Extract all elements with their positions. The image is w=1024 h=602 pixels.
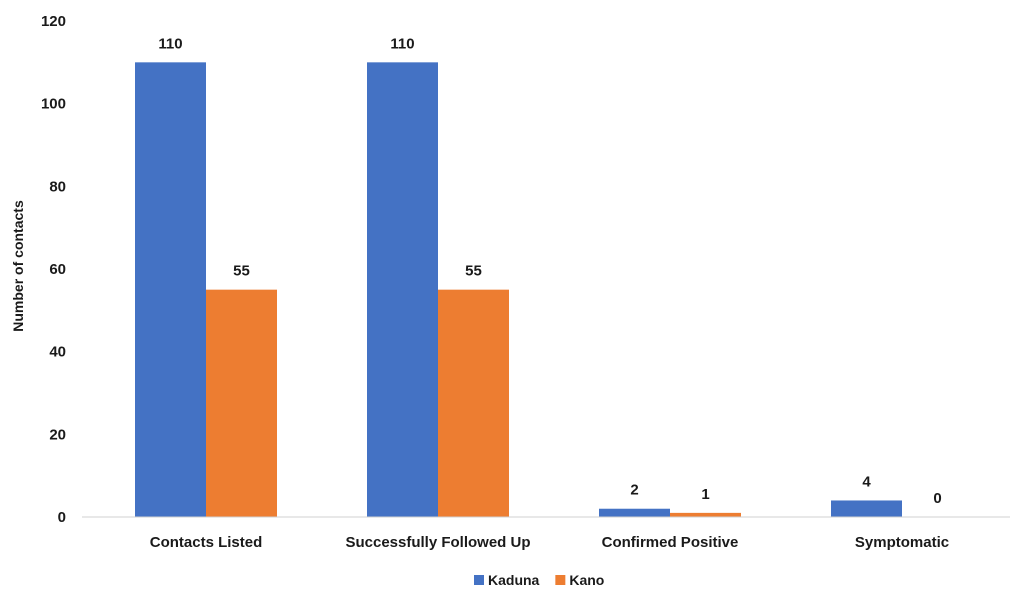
y-tick-label: 60 — [49, 261, 66, 278]
legend-label-kano: Kano — [569, 572, 604, 588]
data-label-kano-0: 55 — [233, 263, 250, 280]
data-label-kaduna-0: 110 — [158, 35, 182, 52]
x-category-label: Successfully Followed Up — [345, 534, 530, 551]
data-label-kaduna-2: 2 — [630, 482, 638, 499]
legend: Kaduna Kano — [474, 572, 604, 588]
data-label-kano-3: 0 — [933, 490, 941, 507]
legend-swatch-kaduna — [474, 575, 484, 585]
y-tick-label: 40 — [49, 344, 66, 361]
y-tick-label: 80 — [49, 178, 66, 195]
bar-kano-1 — [438, 289, 509, 517]
y-tick-label: 120 — [41, 13, 66, 30]
x-category-label: Confirmed Positive — [602, 534, 739, 551]
bar-kano-2 — [670, 512, 741, 517]
legend-swatch-kano — [555, 575, 566, 585]
x-category-label: Symptomatic — [855, 534, 949, 551]
data-label-kano-1: 55 — [465, 263, 482, 280]
legend-label-kaduna: Kaduna — [488, 572, 540, 588]
data-label-kaduna-1: 110 — [390, 35, 414, 52]
x-category-label: Contacts Listed — [150, 534, 263, 551]
bar-kaduna-2 — [599, 508, 670, 517]
data-label-kaduna-3: 4 — [862, 473, 871, 490]
bar-kaduna-3 — [831, 500, 902, 517]
y-axis: 0 20 40 60 80 100 120 — [41, 13, 66, 526]
y-tick-label: 100 — [41, 96, 66, 113]
bar-kano-0 — [206, 289, 277, 517]
data-labels: 110 110 2 4 55 55 1 0 — [158, 35, 941, 507]
y-axis-title: Number of contacts — [10, 200, 26, 332]
x-axis: Contacts Listed Successfully Followed Up C… — [150, 534, 949, 551]
bar-kaduna-0 — [135, 62, 206, 517]
y-tick-label: 0 — [58, 509, 66, 526]
bar-kaduna-1 — [367, 62, 438, 517]
bars — [135, 62, 902, 517]
y-tick-label: 20 — [49, 426, 66, 443]
data-label-kano-2: 1 — [701, 486, 709, 503]
